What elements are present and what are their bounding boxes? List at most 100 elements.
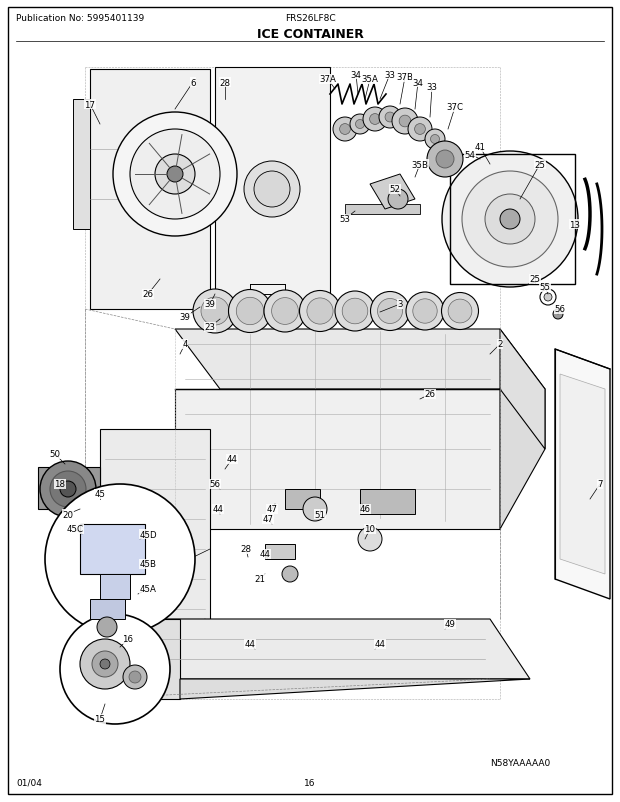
Circle shape <box>371 292 409 331</box>
Text: 53: 53 <box>340 215 350 225</box>
Text: 35A: 35A <box>361 75 378 84</box>
Text: 37C: 37C <box>446 103 464 112</box>
Circle shape <box>553 310 563 320</box>
Circle shape <box>92 651 118 677</box>
Text: 45B: 45B <box>140 560 156 569</box>
Circle shape <box>130 130 220 220</box>
Text: 49: 49 <box>445 620 456 629</box>
Text: 25: 25 <box>529 275 541 284</box>
Text: 37B: 37B <box>397 74 414 83</box>
Circle shape <box>282 566 298 582</box>
Text: 35B: 35B <box>412 160 428 169</box>
Polygon shape <box>500 330 545 449</box>
Circle shape <box>500 210 520 229</box>
Text: 44: 44 <box>260 550 270 559</box>
Circle shape <box>378 299 402 324</box>
Circle shape <box>415 124 425 136</box>
Circle shape <box>379 107 401 129</box>
Circle shape <box>45 484 195 634</box>
Circle shape <box>485 195 535 245</box>
Text: 28: 28 <box>241 545 252 554</box>
Text: 56: 56 <box>210 480 221 489</box>
Text: 33: 33 <box>384 71 396 79</box>
Text: 45A: 45A <box>140 585 156 593</box>
Circle shape <box>60 614 170 724</box>
Polygon shape <box>90 70 210 310</box>
Text: 39: 39 <box>205 300 215 309</box>
Circle shape <box>80 639 130 689</box>
Text: 16: 16 <box>304 778 316 787</box>
Text: 16: 16 <box>123 634 133 644</box>
Text: N58YAAAAA0: N58YAAAAA0 <box>490 758 550 767</box>
Polygon shape <box>265 545 295 559</box>
Circle shape <box>229 290 272 333</box>
Text: 44: 44 <box>374 640 386 649</box>
Circle shape <box>236 298 264 326</box>
Text: 26: 26 <box>425 390 435 399</box>
Circle shape <box>40 461 96 517</box>
Text: 18: 18 <box>55 480 66 489</box>
Text: 26: 26 <box>143 290 154 299</box>
Circle shape <box>244 162 300 217</box>
Text: 01/04: 01/04 <box>16 778 42 787</box>
Polygon shape <box>80 525 145 574</box>
Polygon shape <box>140 619 530 679</box>
Polygon shape <box>500 390 545 529</box>
Circle shape <box>123 665 147 689</box>
Circle shape <box>385 113 395 123</box>
Circle shape <box>129 671 141 683</box>
Polygon shape <box>100 574 130 599</box>
Text: Publication No: 5995401139: Publication No: 5995401139 <box>16 14 144 23</box>
Circle shape <box>264 290 306 333</box>
Text: 28: 28 <box>219 79 231 87</box>
Polygon shape <box>140 619 180 699</box>
Text: 55: 55 <box>539 283 551 292</box>
Circle shape <box>408 118 432 142</box>
Circle shape <box>370 115 381 125</box>
Circle shape <box>399 116 411 128</box>
Text: 41: 41 <box>474 144 485 152</box>
Circle shape <box>340 124 350 136</box>
Text: 15: 15 <box>94 715 105 723</box>
Text: 21: 21 <box>254 575 265 584</box>
Text: 56: 56 <box>554 305 565 314</box>
Circle shape <box>272 298 298 325</box>
Polygon shape <box>90 599 125 619</box>
Text: 17: 17 <box>84 100 95 109</box>
Text: 13: 13 <box>570 221 580 229</box>
Circle shape <box>201 298 229 326</box>
Circle shape <box>462 172 558 268</box>
Circle shape <box>335 292 375 331</box>
Text: 33: 33 <box>427 83 438 92</box>
Circle shape <box>254 172 290 208</box>
Circle shape <box>100 659 110 669</box>
Circle shape <box>307 298 333 325</box>
Text: 51: 51 <box>314 510 326 519</box>
Polygon shape <box>345 205 420 215</box>
Polygon shape <box>285 489 320 509</box>
Polygon shape <box>175 330 545 390</box>
Polygon shape <box>555 350 610 599</box>
Circle shape <box>50 472 86 508</box>
Polygon shape <box>370 175 415 210</box>
Text: 50: 50 <box>50 450 61 459</box>
Circle shape <box>350 115 370 135</box>
Circle shape <box>388 190 408 210</box>
Circle shape <box>342 299 368 324</box>
Circle shape <box>436 151 454 168</box>
Circle shape <box>193 290 237 334</box>
Text: 34: 34 <box>350 71 361 79</box>
Text: 10: 10 <box>365 525 376 534</box>
Circle shape <box>413 299 437 324</box>
Circle shape <box>333 118 357 142</box>
Circle shape <box>392 109 418 135</box>
Polygon shape <box>100 429 210 619</box>
Circle shape <box>167 167 183 183</box>
Text: 45C: 45C <box>66 525 84 534</box>
Circle shape <box>97 618 117 638</box>
Circle shape <box>425 130 445 150</box>
Polygon shape <box>175 390 500 529</box>
Text: ICE CONTAINER: ICE CONTAINER <box>257 28 363 41</box>
Polygon shape <box>360 489 415 514</box>
Text: 44: 44 <box>244 640 255 649</box>
